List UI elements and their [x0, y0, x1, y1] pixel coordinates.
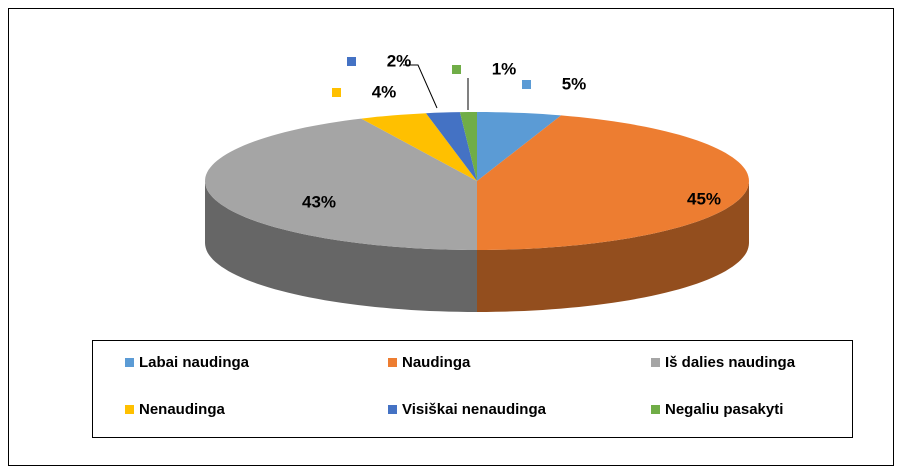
data-label: 2% — [387, 51, 412, 70]
legend-label: Nenaudinga — [139, 401, 225, 418]
data-label: 45% — [687, 189, 721, 208]
legend-box — [92, 340, 853, 438]
legend-swatch — [125, 405, 134, 414]
legend-swatch — [651, 405, 660, 414]
legend-label: Iš dalies naudinga — [665, 354, 796, 371]
data-label: 5% — [562, 74, 587, 93]
label-marker — [347, 57, 356, 66]
slice — [205, 118, 477, 250]
slice — [426, 112, 477, 181]
slice-side — [205, 181, 477, 312]
legend-swatch — [651, 358, 660, 367]
data-label: 43% — [302, 192, 336, 211]
slice-side — [477, 181, 749, 312]
label-marker — [332, 88, 341, 97]
label-marker — [522, 80, 531, 89]
legend-swatch — [388, 358, 397, 367]
legend-label: Negaliu pasakyti — [665, 401, 783, 418]
legend-swatch — [388, 405, 397, 414]
legend-label: Visiškai nenaudinga — [402, 401, 547, 418]
legend-label: Naudinga — [402, 354, 471, 371]
data-label: 1% — [492, 59, 517, 78]
slice — [477, 112, 562, 181]
data-label: 4% — [372, 82, 397, 101]
slice — [459, 112, 477, 181]
slice — [361, 113, 477, 181]
label-marker — [652, 195, 661, 204]
leader-line — [403, 64, 438, 109]
legend-swatch — [125, 358, 134, 367]
legend-label: Labai naudinga — [139, 354, 250, 371]
label-marker — [267, 198, 276, 207]
slice — [477, 115, 749, 251]
label-marker — [452, 65, 461, 74]
